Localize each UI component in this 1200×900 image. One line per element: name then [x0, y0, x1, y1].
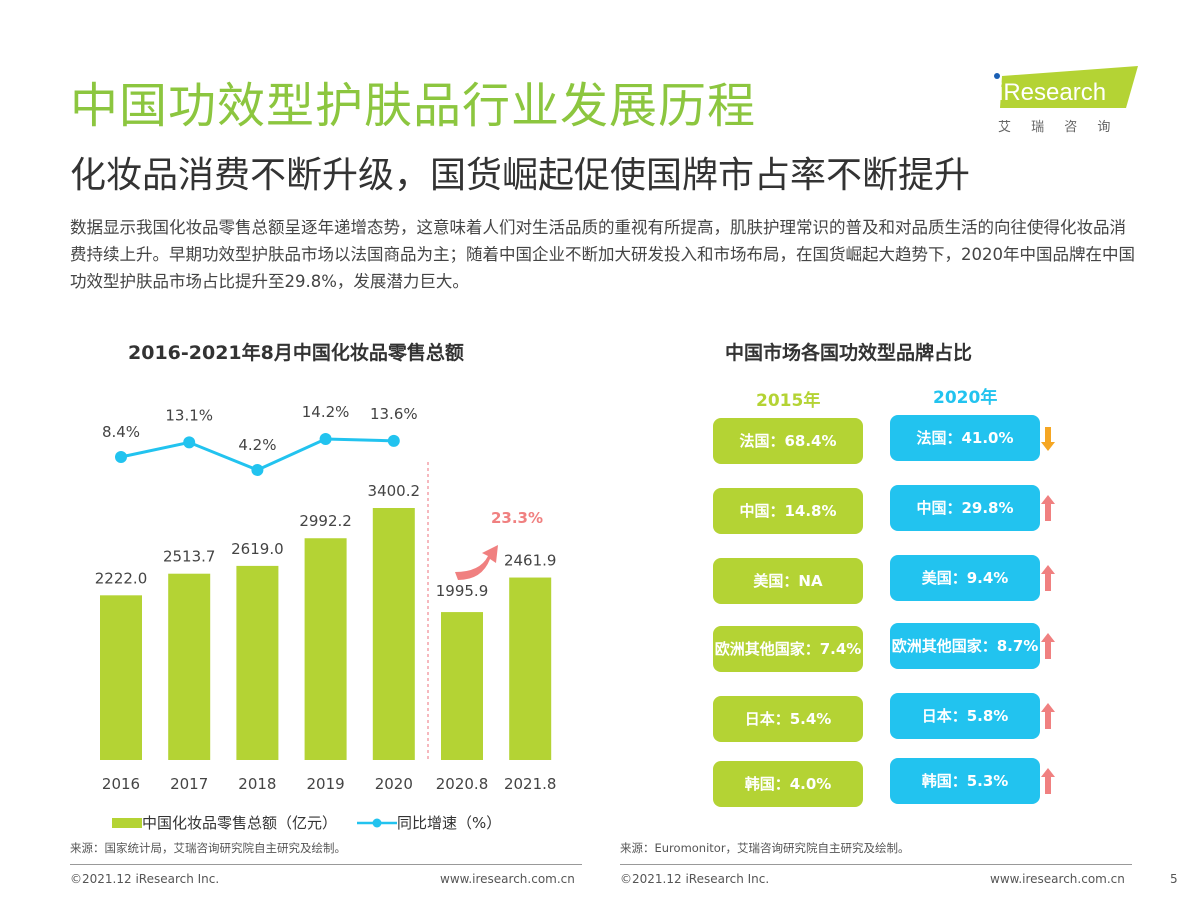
share-2015-card: 法国：68.4%: [713, 418, 863, 464]
bar-value-label: 3400.2: [368, 482, 421, 500]
logo-shape-icon: iResearch: [994, 66, 1138, 108]
trend-up-arrow-icon: [1041, 495, 1055, 521]
growth-point: [319, 432, 332, 445]
x-tick-label: 2018: [238, 775, 276, 793]
trend-up-arrow-icon: [1041, 768, 1055, 794]
legend-line-swatch-icon: [357, 818, 398, 827]
share-2015-card: 美国：NA: [713, 558, 863, 604]
bar: [100, 595, 142, 760]
growth-label: 8.4%: [102, 423, 140, 441]
x-tick-label: 2017: [170, 775, 208, 793]
growth-point: [251, 463, 264, 476]
x-tick-label: 2021.8: [504, 775, 557, 793]
x-tick-label: 2019: [307, 775, 345, 793]
growth-label: 13.6%: [370, 405, 418, 423]
share-2015-card: 韩国：4.0%: [713, 761, 863, 807]
bar-value-label: 2619.0: [231, 540, 284, 558]
bar: [509, 577, 552, 760]
growth-label: 4.2%: [238, 436, 276, 454]
bar-line-chart: 2222.0 2016 2513.7 2017 2619.0 2018 2992.2 2019…: [95, 403, 557, 793]
bar-value-label: 2222.0: [95, 569, 148, 587]
growth-arrow-icon: [455, 545, 498, 580]
source-left: 来源：国家统计局，艾瑞咨询研究院自主研究及绘制。: [70, 841, 346, 855]
legend-line-label: 同比增速（%）: [397, 814, 502, 832]
growth-label: 14.2%: [302, 403, 350, 421]
bar-value-label: 2461.9: [504, 552, 557, 570]
svg-text:iResearch: iResearch: [998, 79, 1106, 106]
share-2020-card: 韩国：5.3%: [890, 758, 1040, 804]
footer-copyright: ©2021.12 iResearch Inc.: [70, 872, 220, 886]
bar-value-label: 2513.7: [163, 548, 216, 566]
trend-up-arrow-icon: [1041, 703, 1055, 729]
share-2015-card: 欧洲其他国家：7.4%: [713, 626, 863, 672]
bar-value-label: 1995.9: [436, 582, 489, 600]
bar: [372, 508, 415, 760]
share-2020-card: 美国：9.4%: [890, 555, 1040, 601]
footer-url[interactable]: www.iresearch.com.cn: [440, 872, 575, 886]
x-tick-label: 2020.8: [436, 775, 489, 793]
growth-annotation: 23.3%: [491, 509, 543, 527]
description: 数据显示我国化妆品零售总额呈逐年递增态势，这意味着人们对生活品质的重视有所提高，…: [70, 218, 1135, 291]
bar: [236, 565, 279, 760]
footer-url-right[interactable]: www.iresearch.com.cn: [990, 872, 1125, 886]
bar: [168, 573, 211, 760]
trend-up-arrow-icon: [1041, 633, 1055, 659]
chart-legend: 中国化妆品零售总额（亿元） 同比增速（%）: [112, 812, 501, 833]
share-2020-card: 法国：41.0%: [890, 415, 1040, 461]
page-title: 中国功效型护肤品行业发展历程: [70, 78, 757, 134]
x-tick-label: 2020: [375, 775, 413, 793]
trend-down-arrow-icon: [1041, 427, 1055, 451]
source-right: 来源：Euromonitor，艾瑞咨询研究院自主研究及绘制。: [620, 841, 910, 855]
bar-chart-title: 2016-2021年8月中国化妆品零售总额: [128, 342, 464, 364]
page-subtitle: 化妆品消费不断升级，国货崛起促使国牌市占率不断提升: [70, 155, 971, 196]
share-2020-card: 日本：5.8%: [890, 693, 1040, 739]
growth-point: [183, 436, 196, 449]
bar-value-label: 2992.2: [299, 512, 352, 530]
growth-label: 13.1%: [165, 406, 213, 424]
legend-bar-label: 中国化妆品零售总额（亿元）: [142, 814, 338, 832]
bar: [304, 538, 347, 760]
footer-copyright-right: ©2021.12 iResearch Inc.: [620, 872, 770, 886]
share-2020-card: 欧洲其他国家：8.7%: [890, 623, 1040, 669]
share-table-title: 中国市场各国功效型品牌占比: [725, 342, 973, 364]
footer-divider-left: [70, 864, 582, 865]
column-2015: 2015年: [756, 391, 821, 411]
share-2020-card: 中国：29.8%: [890, 485, 1040, 531]
column-2020: 2020年: [933, 388, 998, 408]
growth-point: [387, 434, 400, 447]
bar: [441, 612, 483, 760]
footer-divider-right: [620, 864, 1132, 865]
share-2015-card: 中国：14.8%: [713, 488, 863, 534]
growth-point: [115, 450, 127, 463]
trend-up-arrow-icon: [1041, 565, 1055, 591]
legend-bar-swatch: [112, 817, 142, 828]
share-2015-card: 日本：5.4%: [713, 696, 863, 742]
logo-subtext: 艾 瑞 咨 询: [998, 120, 1119, 135]
page-number: 5: [1170, 872, 1178, 886]
iresearch-logo: iResearch 艾 瑞 咨 询: [990, 64, 1140, 135]
x-tick-label: 2016: [102, 775, 140, 793]
